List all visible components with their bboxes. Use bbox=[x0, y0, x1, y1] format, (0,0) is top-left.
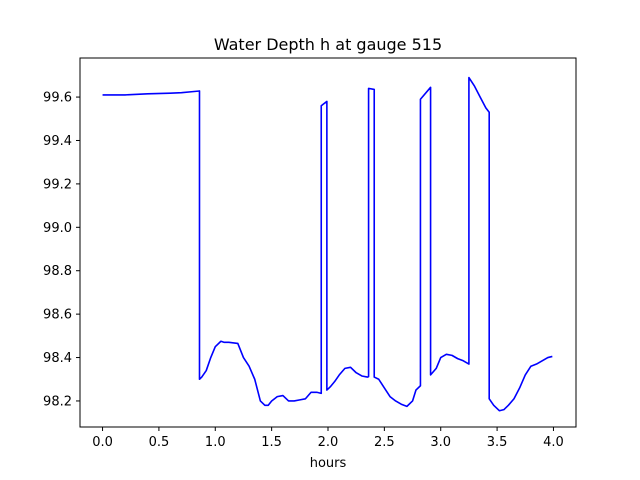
chart-title: Water Depth h at gauge 515 bbox=[214, 35, 442, 54]
y-tick-label: 99.6 bbox=[43, 91, 72, 106]
y-axis: 98.2 98.4 98.6 98.8 99.0 99.2 99.4 99.6 bbox=[43, 91, 80, 409]
x-tick-label: 3.5 bbox=[487, 435, 508, 450]
y-tick-label: 99.2 bbox=[43, 177, 72, 192]
y-tick-label: 99.4 bbox=[43, 134, 72, 149]
y-tick-label: 99.0 bbox=[43, 221, 72, 236]
x-tick-label: 1.0 bbox=[205, 435, 226, 450]
x-tick-label: 2.5 bbox=[374, 435, 395, 450]
y-tick-label: 98.6 bbox=[43, 308, 72, 323]
y-tick-label: 98.2 bbox=[43, 394, 72, 409]
x-tick-label: 4.0 bbox=[543, 435, 564, 450]
x-tick-label: 1.5 bbox=[261, 435, 282, 450]
x-tick-label: 3.0 bbox=[430, 435, 451, 450]
x-tick-label: 0.5 bbox=[149, 435, 170, 450]
series-line bbox=[102, 76, 553, 412]
y-tick-label: 98.4 bbox=[43, 351, 72, 366]
x-axis: 0.0 0.5 1.0 1.5 2.0 2.5 3.0 3.5 4.0 bbox=[92, 427, 564, 450]
y-tick-label: 98.8 bbox=[43, 264, 72, 279]
x-axis-label: hours bbox=[310, 456, 347, 471]
x-tick-label: 2.0 bbox=[318, 435, 339, 450]
x-tick-label: 0.0 bbox=[92, 435, 113, 450]
series-layer bbox=[102, 76, 553, 412]
